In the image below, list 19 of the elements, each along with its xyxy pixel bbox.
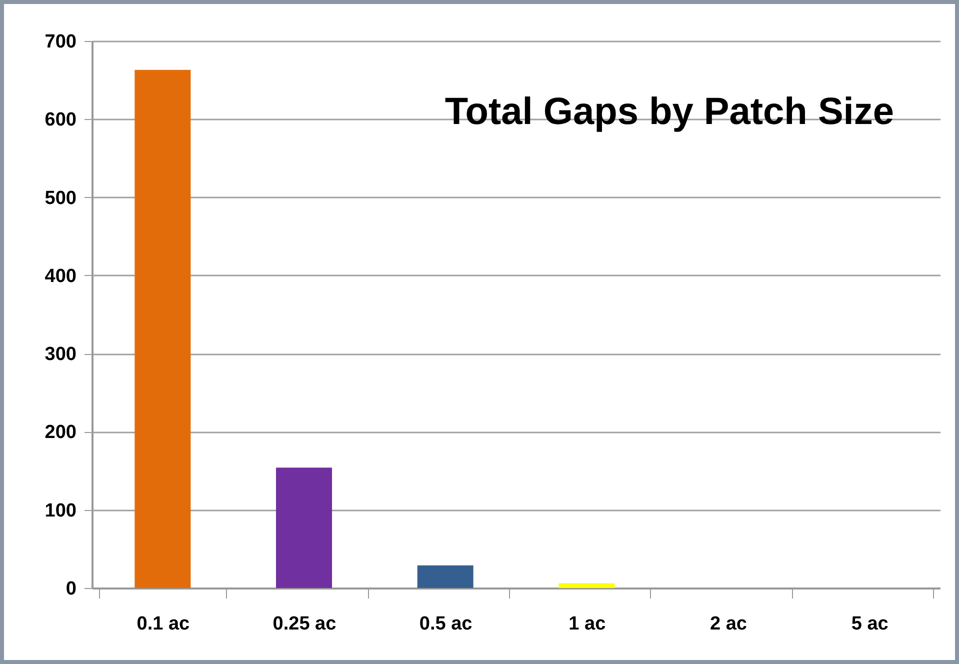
x-tick-label: 0.5 ac	[419, 614, 473, 634]
x-tick-label: 0.1 ac	[136, 614, 190, 634]
y-tick-label: 200	[44, 422, 76, 444]
bar	[417, 565, 474, 588]
x-tick-label: 1 ac	[568, 614, 606, 634]
x-tick-label: 2 ac	[710, 614, 748, 634]
y-tick-label: 100	[44, 500, 76, 522]
bar	[276, 468, 332, 588]
y-tick-label: 400	[44, 266, 76, 287]
y-tick-label: 0	[66, 578, 76, 600]
y-tick-label: 700	[44, 32, 76, 52]
bar	[558, 583, 615, 588]
y-tick-label: 600	[44, 110, 76, 131]
text: Total Gaps by Patch Size	[444, 91, 894, 133]
x-tick-label: 0.25 ac	[272, 614, 337, 634]
bar	[134, 70, 191, 588]
y-tick-label: 500	[44, 188, 76, 209]
y-tick-label: 300	[44, 344, 76, 366]
x-tick-label: 5 ac	[851, 614, 889, 634]
